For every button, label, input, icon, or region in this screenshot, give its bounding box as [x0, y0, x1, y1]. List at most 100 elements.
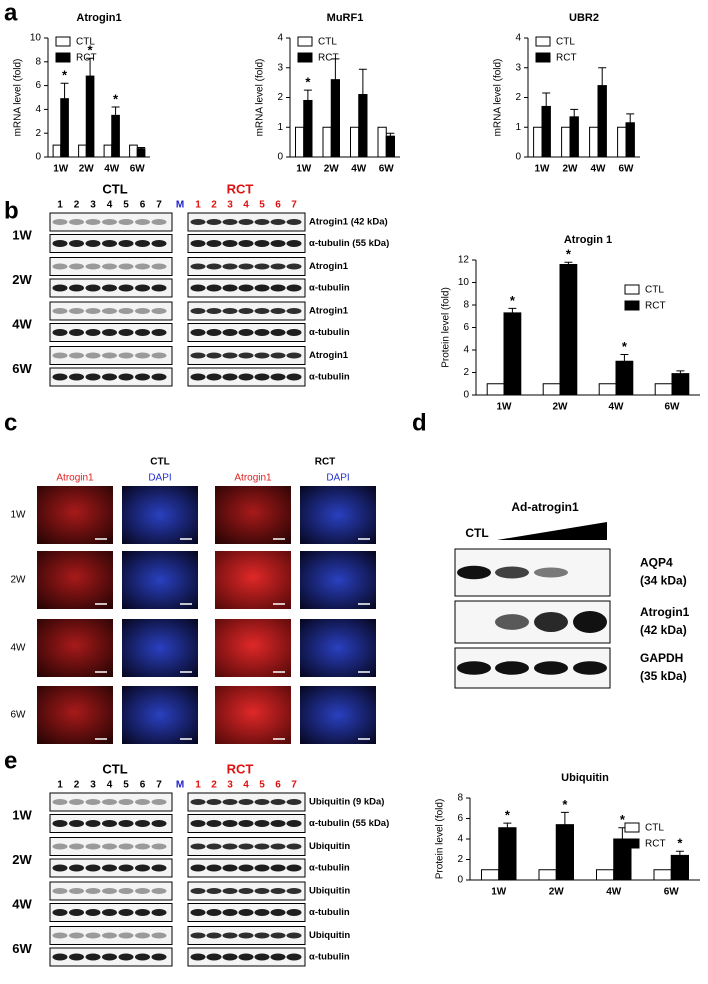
legend-label: RCT — [318, 53, 339, 64]
x-tick-label: 4W — [606, 887, 622, 898]
group-label: CTL — [102, 761, 127, 776]
blot-band — [151, 909, 167, 916]
lane-label: 4 — [107, 200, 113, 211]
chart-title: Atrogin1 — [76, 12, 121, 24]
blot-band — [190, 820, 206, 827]
blot-band — [254, 219, 270, 225]
band-label: Atrogin1 — [309, 261, 349, 272]
row-label: 2W — [11, 575, 27, 586]
blot-band — [135, 888, 150, 894]
blot-band — [286, 932, 302, 939]
bar — [129, 144, 138, 158]
blot-band — [534, 661, 568, 675]
y-tick-label: 3 — [515, 62, 521, 73]
blot-band — [206, 799, 222, 805]
blot-band — [254, 888, 270, 894]
y-tick-label: 2 — [463, 367, 469, 378]
blot-band — [238, 308, 254, 314]
blot-band — [190, 888, 206, 894]
blot-band — [222, 888, 238, 894]
column-label: Atrogin1 — [56, 473, 94, 484]
band-label: α-tubulin — [309, 283, 350, 294]
lane-label: 1 — [57, 780, 63, 791]
blot-band — [151, 308, 167, 314]
blot-band — [118, 373, 134, 381]
blot-band — [270, 909, 286, 916]
blot-band — [222, 308, 238, 314]
blot-band — [238, 799, 254, 805]
bar — [78, 144, 87, 158]
blot-band — [206, 329, 222, 336]
legend-swatch — [535, 36, 551, 47]
band-label: AQP4 — [640, 556, 673, 570]
micrograph — [122, 686, 198, 744]
blot-band — [238, 864, 254, 872]
lane-label: 2 — [211, 200, 217, 211]
error-bar — [111, 106, 120, 116]
blot-band — [270, 352, 286, 359]
blot-band — [286, 888, 302, 894]
blot-band — [254, 352, 270, 359]
lane-label: 7 — [291, 780, 297, 791]
blot-band — [222, 373, 238, 381]
y-tick-label: 0 — [515, 152, 521, 163]
blot-band — [238, 909, 254, 916]
error-bar — [564, 261, 573, 265]
blot-band — [270, 864, 286, 872]
legend-label: RCT — [645, 839, 666, 850]
y-tick-label: 0 — [277, 152, 283, 163]
y-tick-label: 12 — [458, 255, 470, 266]
x-tick-label: 1W — [497, 402, 513, 413]
y-tick-label: 8 — [457, 793, 463, 804]
error-bar — [358, 68, 367, 95]
blot-band — [534, 567, 568, 578]
chart-title: Atrogin 1 — [564, 234, 612, 246]
error-bar — [626, 113, 635, 123]
significance-marker: * — [62, 68, 68, 83]
blot-band — [102, 373, 117, 381]
blot-band — [254, 932, 270, 939]
bar — [481, 869, 500, 881]
y-tick-label: 6 — [463, 322, 469, 333]
bar — [589, 126, 599, 158]
significance-marker: * — [562, 797, 568, 812]
y-tick-label: 4 — [277, 33, 283, 44]
bar — [52, 144, 62, 158]
blot-band — [85, 352, 101, 359]
blot-band — [85, 799, 101, 805]
dose-wedge — [497, 522, 607, 540]
blot-band — [85, 308, 101, 314]
significance-marker: * — [677, 836, 683, 851]
blot-band — [135, 953, 150, 961]
blot-band — [151, 329, 167, 336]
micrograph — [122, 486, 198, 544]
blot-band — [135, 864, 150, 872]
legend-swatch — [624, 822, 640, 833]
micrograph — [300, 486, 376, 544]
blot-band — [190, 953, 206, 961]
bar — [486, 383, 505, 396]
blot-band — [135, 263, 150, 270]
blot-band — [206, 352, 222, 359]
blot-band — [238, 284, 254, 292]
lane-label: 6 — [140, 200, 146, 211]
band-label: (42 kDa) — [640, 623, 687, 637]
blot-band — [222, 219, 238, 225]
x-tick-label: 1W — [535, 164, 551, 175]
blot-band — [495, 614, 529, 630]
legend-label: RCT — [76, 53, 97, 64]
blot-band — [102, 820, 117, 827]
lane-label: 6 — [275, 780, 281, 791]
blot-band — [254, 799, 270, 805]
y-axis-label: mRNA level (fold) — [493, 59, 504, 137]
bar — [596, 869, 615, 881]
column-label: DAPI — [326, 473, 349, 484]
bar — [385, 135, 395, 158]
y-axis-label: Protein level (fold) — [441, 287, 452, 368]
blot-band — [222, 909, 238, 916]
blot-band — [286, 263, 302, 270]
blot-band — [102, 864, 117, 872]
micrograph — [122, 619, 198, 677]
x-tick-label: 6W — [665, 402, 681, 413]
